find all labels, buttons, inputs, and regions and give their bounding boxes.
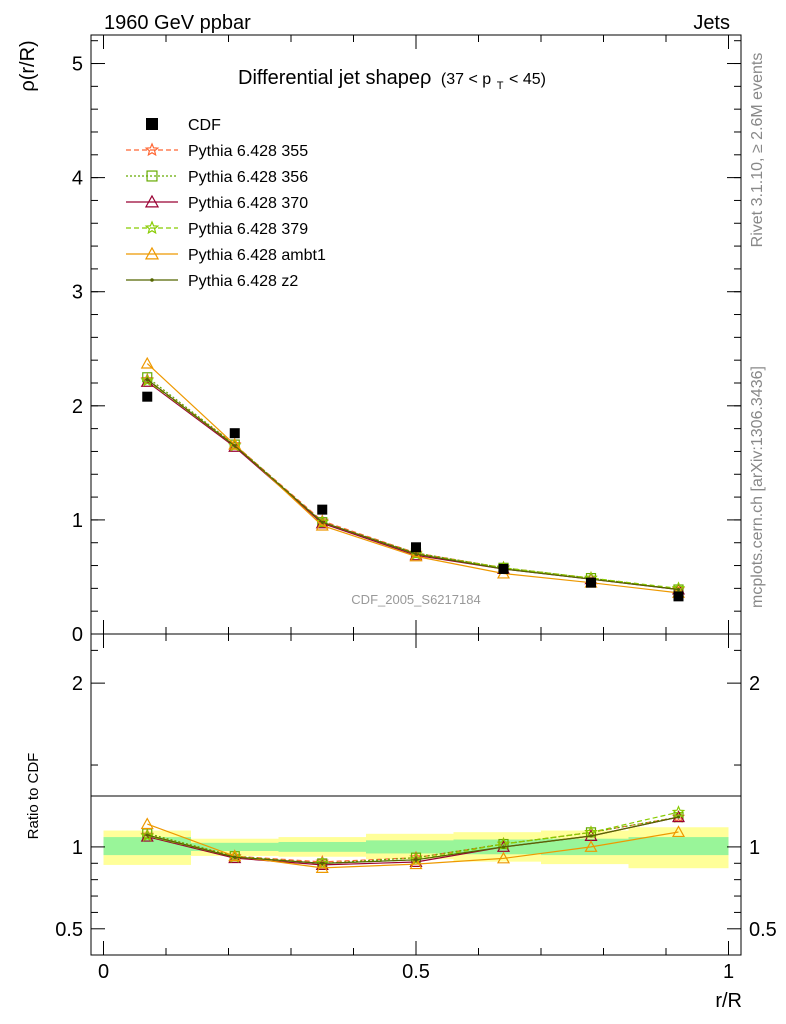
- series-point-4: [140, 356, 154, 369]
- chart-title-range-suffix: < 45): [509, 71, 546, 88]
- ratio-point-3: [671, 805, 686, 818]
- ratio-point-5: [145, 833, 149, 837]
- cdf-data-point: [586, 577, 596, 588]
- legend-label-2: Pythia 6.428 370: [188, 195, 308, 212]
- legend-marker-3: [144, 220, 160, 235]
- series-point-5: [320, 520, 324, 524]
- y-tick-label: 5: [72, 54, 83, 76]
- legend-marker-cdf: [146, 118, 158, 130]
- ratio-point-3: [315, 856, 329, 870]
- mcplots-label: mcplots.cern.ch [arXiv:1306.3436]: [749, 366, 766, 608]
- chart-title-range-prefix: (37 < p: [441, 71, 491, 88]
- series-point-5: [233, 444, 237, 448]
- ratio-point-4: [496, 851, 511, 864]
- ratio-inner-band: [103, 837, 191, 856]
- ratio-point-5: [676, 815, 681, 819]
- y-tick-label: 1: [72, 510, 83, 532]
- ratio-inner-band: [366, 840, 454, 854]
- ratio-y-axis-label: Ratio to CDF: [25, 753, 42, 840]
- ratio-plot-frame: [90, 633, 742, 956]
- ratio-point-4: [315, 861, 329, 873]
- series-point-4: [315, 518, 329, 531]
- cdf-data-point: [142, 391, 153, 402]
- legend-marker-4: [144, 246, 160, 260]
- legend-label-5: Pythia 6.428 z2: [188, 273, 298, 290]
- cdf-data-point: [673, 591, 684, 602]
- legend-marker-0: [144, 142, 160, 157]
- x-tick-label: 1: [723, 961, 734, 983]
- legend-label-4: Pythia 6.428 ambt1: [188, 247, 326, 264]
- cdf-data-point: [317, 504, 328, 515]
- legend-marker-1: [146, 170, 158, 182]
- process-label: Jets: [693, 12, 730, 34]
- ratio-point-5: [589, 834, 593, 838]
- y-tick-label: 4: [72, 168, 83, 190]
- ratio-y-tick-label-right: 2: [749, 673, 760, 695]
- series-point-3: [140, 373, 154, 387]
- ratio-y-tick-label: 0.5: [55, 919, 83, 941]
- legend-marker-2: [144, 194, 160, 208]
- cdf-data-point: [229, 428, 240, 439]
- axes: 0 0.5 1 0 1 2 3 4 5 0.5 0.5 1 1 2 2: [55, 34, 777, 983]
- ratio-point-3: [409, 852, 423, 866]
- x-axis-label: r/R: [715, 990, 742, 1012]
- x-tick-label: 0.5: [402, 961, 430, 983]
- ratio-inner-band: [191, 842, 279, 852]
- ratio-point-3: [140, 828, 155, 842]
- y-axis-label: ρ(r/R): [17, 40, 39, 91]
- main-plot-content: [140, 356, 686, 602]
- ratio-y-tick-label-right: 0.5: [749, 919, 777, 941]
- y-tick-label: 0: [72, 624, 83, 646]
- series-point-4: [409, 549, 423, 562]
- series-point-5: [676, 587, 681, 592]
- ratio-y-tick-label: 2: [72, 673, 83, 695]
- series-point-3: [228, 438, 242, 452]
- ratio-inner-band: [628, 837, 729, 856]
- ratio-point-4: [140, 817, 154, 830]
- legend: CDF Pythia 6.428 355 Pythia 6.428 356 Pythi…: [126, 117, 326, 290]
- legend-label-0: Pythia 6.428 355: [188, 143, 308, 160]
- legend-label-1: Pythia 6.428 356: [188, 169, 308, 186]
- series-point-5: [414, 552, 418, 556]
- analysis-id-label: CDF_2005_S6217184: [351, 592, 480, 607]
- ratio-point-5: [414, 858, 418, 862]
- ratio-point-4: [228, 849, 242, 862]
- series-point-5: [145, 377, 149, 382]
- ratio-inner-band: [278, 841, 366, 852]
- legend-label-cdf: CDF: [188, 117, 221, 134]
- ratio-point-5: [320, 861, 324, 866]
- ratio-y-tick-label: 1: [72, 837, 83, 859]
- ratio-point-5: [233, 855, 237, 859]
- ratio-point-4: [584, 840, 598, 852]
- ratio-y-tick-label-right: 1: [749, 837, 760, 859]
- energy-label: 1960 GeV ppbar: [104, 12, 251, 34]
- rivet-version-label: Rivet 3.1.10, ≥ 2.6M events: [749, 53, 766, 248]
- legend-label-3: Pythia 6.428 379: [188, 221, 308, 238]
- legend-marker-5: [150, 278, 154, 282]
- x-tick-label: 0: [98, 961, 109, 983]
- chart-title: Differential jet shapeρ (37 < p T < 45): [238, 67, 546, 94]
- ratio-point-5: [501, 845, 506, 849]
- cdf-data-point: [498, 563, 509, 574]
- series-point-3: [315, 515, 329, 528]
- ratio-point-4: [671, 825, 686, 838]
- series-point-1: [142, 372, 153, 383]
- chart-title-range-sub: T: [497, 80, 504, 92]
- chart-title-main: Differential jet shapeρ: [238, 67, 431, 89]
- ratio-point-4: [409, 857, 423, 870]
- cdf-data-point: [411, 542, 421, 553]
- y-tick-label: 2: [72, 396, 83, 418]
- ratio-series: [140, 805, 686, 873]
- y-tick-label: 3: [72, 282, 83, 304]
